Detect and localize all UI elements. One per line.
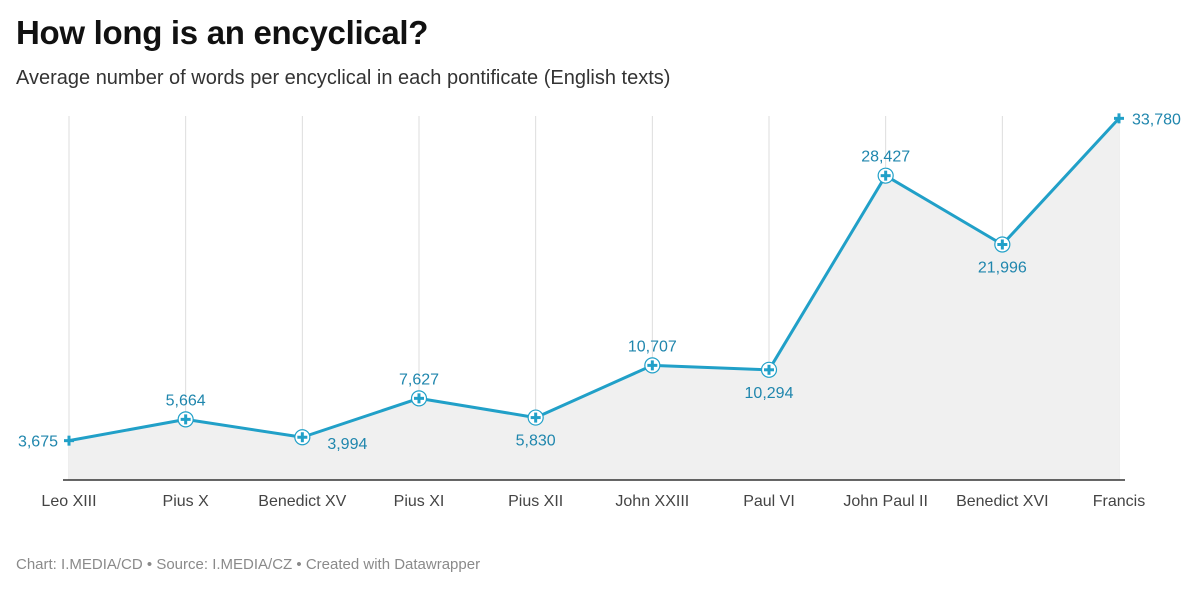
data-label-7: 28,427 xyxy=(861,149,910,166)
source-label: Source: xyxy=(156,556,209,573)
x-tick-label-6: Paul VI xyxy=(743,493,795,510)
data-point-5 xyxy=(644,357,661,374)
data-label-3: 7,627 xyxy=(399,371,439,388)
chart-title: How long is an encyclical? xyxy=(16,14,429,51)
label-layer: 3,675 5,664 3,994 7,627 5,830 10,707 10,294 28,… xyxy=(18,111,1181,453)
x-tick-label-1: Pius X xyxy=(163,493,210,510)
chart-subtitle: Average number of words per encyclical i… xyxy=(16,67,671,89)
data-label-0: 3,675 xyxy=(18,434,58,451)
chart-credit: I.MEDIA/CD xyxy=(61,556,143,573)
data-point-2 xyxy=(294,429,311,446)
chart-footer: Chart: I.MEDIA/CD • Source: I.MEDIA/CZ •… xyxy=(16,556,480,573)
x-tick-label-7: John Paul II xyxy=(843,493,928,510)
data-point-3 xyxy=(410,390,428,407)
data-label-8: 21,996 xyxy=(978,260,1027,277)
created-with-link[interactable]: Created with Datawrapper xyxy=(305,556,481,573)
data-point-6 xyxy=(760,361,778,378)
data-label-4: 5,830 xyxy=(516,433,556,450)
tick-layer: Leo XIII Pius X Benedict XV Pius XI Pius XII… xyxy=(41,493,1145,510)
x-tick-label-9: Francis xyxy=(1093,493,1145,510)
data-label-5: 10,707 xyxy=(628,338,677,355)
data-point-0 xyxy=(64,435,74,446)
data-point-4 xyxy=(527,409,544,426)
x-tick-label-3: Pius XI xyxy=(394,493,445,510)
source-credit: I.MEDIA/CZ xyxy=(212,556,293,573)
data-label-1: 5,664 xyxy=(166,392,206,409)
data-point-8 xyxy=(994,236,1011,253)
line-chart: 3,675 5,664 3,994 7,627 5,830 10,707 10,294 28,… xyxy=(18,111,1181,510)
x-tick-label-5: John XXIII xyxy=(615,493,689,510)
x-tick-label-8: Benedict XVI xyxy=(956,493,1049,510)
separator-dot: • xyxy=(296,556,302,573)
data-point-9 xyxy=(1114,113,1124,124)
area-fill xyxy=(69,118,1119,481)
data-label-9: 33,780 xyxy=(1132,111,1181,128)
marker-layer xyxy=(64,113,1124,446)
data-label-2: 3,994 xyxy=(327,436,367,453)
separator-dot: • xyxy=(146,556,153,573)
x-tick-label-2: Benedict XV xyxy=(258,493,346,510)
x-tick-label-4: Pius XII xyxy=(508,493,563,510)
data-point-1 xyxy=(177,411,194,428)
data-point-7 xyxy=(877,167,894,184)
series-line xyxy=(68,117,1121,443)
x-tick-label-0: Leo XIII xyxy=(41,493,96,510)
data-label-6: 10,294 xyxy=(745,385,794,402)
chart-credit-label: Chart: xyxy=(16,556,57,573)
